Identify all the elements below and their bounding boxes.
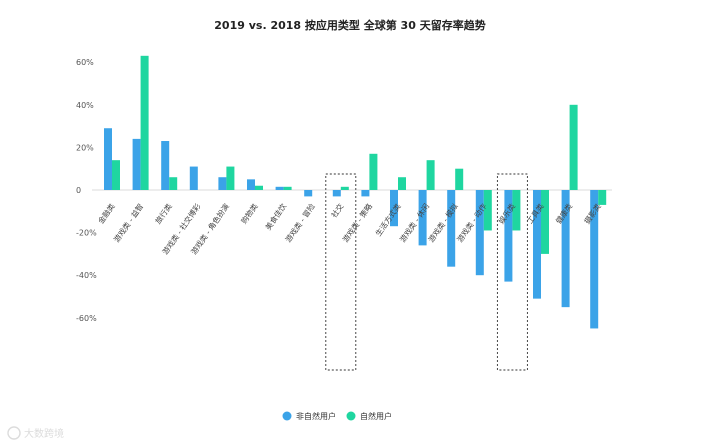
y-tick-label: 60% bbox=[76, 58, 94, 67]
bar-non-organic bbox=[161, 141, 170, 190]
bar-organic bbox=[512, 190, 521, 231]
y-tick-label: -40% bbox=[76, 271, 97, 280]
bar-non-organic bbox=[218, 177, 227, 190]
bar-non-organic bbox=[132, 138, 141, 190]
bar-non-organic bbox=[361, 190, 370, 197]
y-tick-label: 40% bbox=[76, 101, 94, 110]
bar-non-organic bbox=[104, 128, 112, 190]
bar-organic bbox=[340, 186, 349, 190]
watermark: 大数跨境 bbox=[7, 426, 64, 440]
x-tick-label: 健康类 bbox=[553, 201, 574, 226]
legend-label: 非自然用户 bbox=[296, 411, 336, 421]
legend-swatch bbox=[346, 411, 356, 421]
bar-non-organic bbox=[275, 186, 284, 190]
x-tick-label: 社交 bbox=[329, 201, 346, 219]
watermark-text: 大数跨境 bbox=[24, 427, 64, 440]
bar-organic bbox=[112, 160, 120, 190]
highlight-frame bbox=[496, 173, 528, 371]
bar-organic bbox=[140, 55, 149, 191]
bar-non-organic bbox=[475, 190, 484, 276]
bar-organic bbox=[455, 168, 464, 190]
y-tick-label: -60% bbox=[76, 314, 97, 323]
chart-title: 2019 vs. 2018 按应用类型 全球第 30 天留存率趋势 bbox=[214, 18, 485, 32]
bar-non-organic bbox=[189, 166, 198, 190]
bar-non-organic bbox=[332, 190, 341, 197]
x-tick-label: 美食佳饮 bbox=[263, 201, 289, 232]
bar-non-organic bbox=[447, 190, 456, 267]
legend-label: 自然用户 bbox=[360, 411, 392, 421]
bar-organic bbox=[541, 190, 549, 254]
bar-organic bbox=[283, 186, 292, 190]
bar-organic bbox=[598, 190, 607, 205]
bar-organic bbox=[369, 153, 378, 190]
bar-non-organic bbox=[533, 190, 541, 299]
bar-non-organic bbox=[590, 190, 599, 329]
watermark-logo-icon bbox=[7, 426, 21, 440]
bars bbox=[104, 55, 607, 329]
bar-organic bbox=[169, 177, 178, 190]
x-tick-label: 金融类 bbox=[96, 201, 117, 226]
bar-organic bbox=[255, 185, 263, 190]
bar-non-organic bbox=[561, 190, 570, 308]
y-tick-label: 20% bbox=[76, 143, 94, 152]
x-tick-label: 购物类 bbox=[239, 201, 260, 226]
bar-non-organic bbox=[304, 190, 313, 197]
bar-organic bbox=[398, 177, 406, 190]
legend-swatch bbox=[282, 411, 292, 421]
bar-organic bbox=[483, 190, 492, 231]
y-tick-label: -20% bbox=[76, 229, 97, 238]
legend: 非自然用户 自然用户 bbox=[282, 411, 392, 421]
x-tick-label: 旅行类 bbox=[153, 201, 174, 226]
bar-non-organic bbox=[247, 179, 255, 190]
bar-organic bbox=[426, 160, 435, 190]
bar-non-organic bbox=[418, 190, 427, 246]
y-axis: 60% 40% 20% 0 -20% -40% -60% bbox=[76, 58, 612, 323]
x-tick-label: 生活方式类 bbox=[373, 201, 403, 238]
bar-organic bbox=[569, 104, 578, 190]
bar-non-organic bbox=[390, 190, 398, 227]
highlight-frames bbox=[325, 173, 528, 371]
bar-organic bbox=[226, 166, 235, 190]
bar-non-organic bbox=[504, 190, 513, 282]
y-tick-label: 0 bbox=[76, 186, 81, 195]
x-tick-label: 游戏类 - 益智 bbox=[111, 201, 145, 244]
highlight-frame bbox=[325, 173, 357, 371]
